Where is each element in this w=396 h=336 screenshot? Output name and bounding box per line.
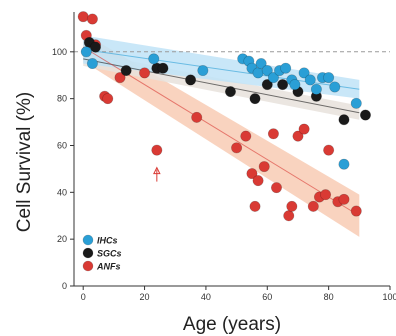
data-point-ihcs [310,83,322,95]
data-point-anfs [252,175,264,187]
annotations [153,166,161,182]
data-point-ihcs [252,67,264,79]
data-point-sgcs [338,114,350,126]
data-point-anfs [292,130,304,142]
data-point-sgcs [89,41,101,53]
legend-marker-ihcs [82,234,94,246]
annotation-arrow-head [153,166,161,175]
x-tick-label: 100 [382,292,396,302]
y-tick-label: 0 [62,281,67,291]
data-point-ihcs [86,58,98,70]
data-point-sgcs [359,109,371,121]
legend-label-anfs: ANFs [96,262,121,272]
x-tick-label: 60 [262,292,272,302]
data-point-anfs [114,72,126,84]
data-point-anfs [320,189,332,201]
data-point-ihcs [350,97,362,109]
data-point-anfs [86,13,98,25]
confidence-band-anfs [83,33,360,237]
data-point-anfs [270,182,282,194]
data-points [77,11,371,222]
legend-label-ihcs: IHCs [97,236,118,246]
data-point-anfs [240,130,252,142]
data-point-sgcs [249,93,261,105]
data-point-ihcs [338,158,350,170]
x-tick-label: 80 [324,292,334,302]
data-point-ihcs [148,53,160,65]
data-point-ihcs [298,67,310,79]
data-point-anfs [307,200,319,212]
data-point-sgcs [157,62,169,74]
data-point-ihcs [323,72,335,84]
data-point-ihcs [289,79,301,91]
legend-marker-sgcs [82,247,94,259]
data-point-anfs [298,123,310,135]
y-tick-label: 60 [57,140,67,150]
data-point-anfs [258,161,270,173]
data-point-sgcs [277,79,289,91]
x-tick-label: 0 [81,292,86,302]
y-axis-label: Cell Survival (%) [14,92,35,232]
data-point-anfs [286,200,298,212]
fit-line-anfs [82,46,360,217]
data-point-anfs [231,142,243,154]
legend: IHCs SGCs ANFs [82,234,122,272]
legend-marker-anfs [82,260,94,272]
data-point-ihcs [267,72,279,84]
data-point-ihcs [255,58,267,70]
data-point-ihcs [261,65,273,77]
y-tick-label: 80 [57,94,67,104]
data-point-anfs [283,210,295,222]
data-point-anfs [267,128,279,140]
data-point-ihcs [304,74,316,86]
data-point-anfs [323,144,335,156]
data-point-anfs [249,200,261,212]
data-point-anfs [246,168,258,180]
data-point-anfs [102,93,114,105]
data-point-sgcs [261,79,273,91]
data-point-ihcs [197,65,209,77]
y-tick-label: 20 [57,234,67,244]
data-point-sgcs [120,65,132,77]
data-point-anfs [139,67,151,79]
data-point-anfs [350,205,362,217]
x-axis-label: Age (years) [183,314,281,335]
data-point-sgcs [185,74,197,86]
data-point-ihcs [80,46,92,58]
x-tick-label: 20 [140,292,150,302]
data-point-ihcs [329,81,341,93]
y-tick-label: 100 [52,47,67,57]
data-point-anfs [191,111,203,123]
data-point-anfs [338,193,350,205]
x-tick-label: 40 [201,292,211,302]
data-point-sgcs [224,86,236,98]
data-point-anfs [151,144,163,156]
data-point-ihcs [280,62,292,74]
y-tick-label: 40 [57,187,67,197]
legend-label-sgcs: SGCs [97,249,122,259]
data-point-anfs [77,11,89,23]
axes: 0 20 40 60 80 100 0 20 40 60 80 100 [52,12,396,302]
